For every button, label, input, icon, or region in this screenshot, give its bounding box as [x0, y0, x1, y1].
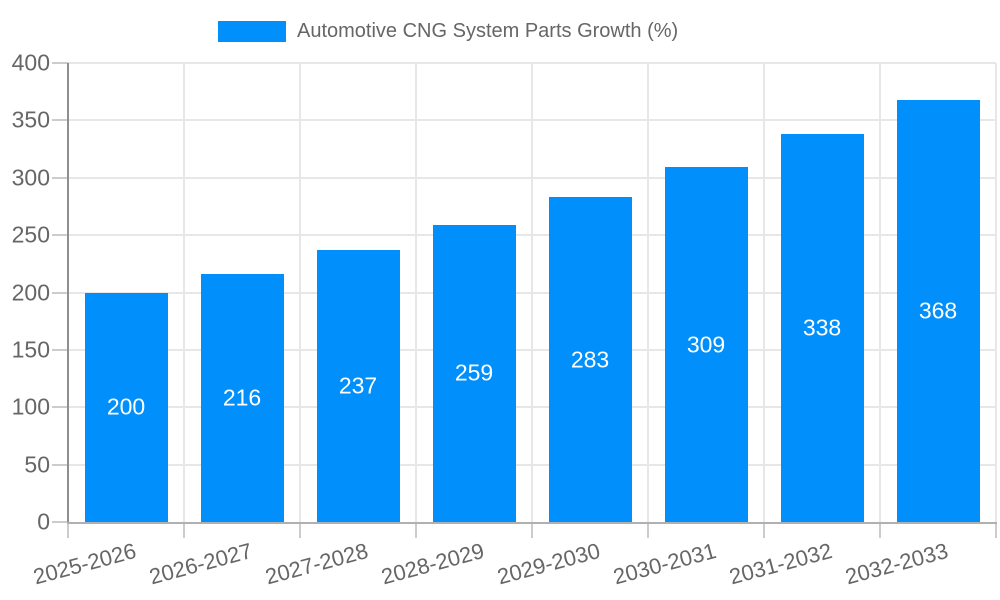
bar[interactable]	[432, 224, 516, 522]
bar[interactable]	[664, 167, 748, 522]
y-axis-tick	[52, 176, 68, 179]
bar[interactable]	[548, 197, 632, 522]
legend-label: Automotive CNG System Parts Growth (%)	[297, 20, 679, 42]
gridline-vertical	[763, 63, 765, 522]
x-axis-label: 2030-2031	[610, 538, 719, 590]
x-axis-tick	[415, 522, 417, 538]
x-axis-tick	[995, 522, 997, 538]
y-axis-tick	[52, 463, 68, 466]
y-axis-label: 400	[11, 49, 50, 76]
y-axis-label: 250	[11, 221, 50, 248]
y-axis-tick	[52, 234, 68, 237]
y-axis-label: 50	[24, 451, 50, 478]
y-axis-tick	[52, 348, 68, 351]
bar-value-label: 237	[338, 372, 378, 399]
gridline-vertical	[415, 63, 417, 522]
y-axis-label: 150	[11, 336, 50, 363]
y-axis-label: 0	[37, 508, 50, 535]
y-axis-tick	[52, 62, 68, 64]
y-axis-tick	[52, 291, 68, 294]
bar-value-label: 309	[686, 331, 726, 358]
gridline-vertical	[995, 63, 997, 522]
y-axis-label: 200	[11, 279, 50, 305]
y-axis-tick	[52, 406, 68, 409]
bar[interactable]	[316, 250, 400, 522]
bar[interactable]	[84, 292, 168, 522]
y-axis-label: 300	[11, 164, 50, 191]
bar-value-label: 200	[106, 393, 146, 420]
y-axis-label: 350	[11, 106, 50, 133]
x-axis-line	[67, 522, 997, 524]
bar-value-label: 259	[454, 359, 494, 386]
bar-value-label: 338	[802, 314, 842, 341]
bar[interactable]	[896, 99, 980, 522]
x-axis-label: 2025-2026	[30, 538, 139, 590]
x-axis-label: 2032-2033	[842, 538, 951, 590]
gridline-vertical	[183, 63, 185, 522]
x-axis-tick	[67, 522, 69, 538]
y-axis-tick	[52, 521, 68, 523]
x-axis-tick	[299, 522, 301, 538]
bar[interactable]	[780, 134, 864, 522]
x-axis-tick	[763, 522, 765, 538]
bar-value-label: 368	[918, 297, 958, 324]
x-axis-label: 2029-2030	[494, 538, 603, 590]
gridline-vertical	[879, 63, 881, 522]
gridline-vertical	[299, 63, 301, 522]
x-axis-label: 2026-2027	[146, 538, 255, 590]
y-axis-tick	[52, 119, 68, 122]
legend[interactable]: Automotive CNG System Parts Growth (%)	[218, 20, 678, 43]
y-axis-line	[67, 63, 69, 524]
y-axis-label: 100	[11, 393, 50, 420]
x-axis-label: 2031-2032	[726, 538, 835, 590]
x-axis-label: 2027-2028	[262, 538, 371, 590]
bar-value-label: 283	[570, 346, 610, 373]
gridline-vertical	[647, 63, 649, 522]
bar-value-label: 216	[222, 384, 262, 411]
x-axis-tick	[647, 522, 649, 538]
bar[interactable]	[200, 274, 284, 522]
gridline-vertical	[531, 63, 533, 522]
legend-swatch	[218, 21, 286, 42]
x-axis-tick	[183, 522, 185, 538]
x-axis-label: 2028-2029	[378, 538, 487, 590]
x-axis-tick	[531, 522, 533, 538]
x-axis-tick	[879, 522, 881, 538]
